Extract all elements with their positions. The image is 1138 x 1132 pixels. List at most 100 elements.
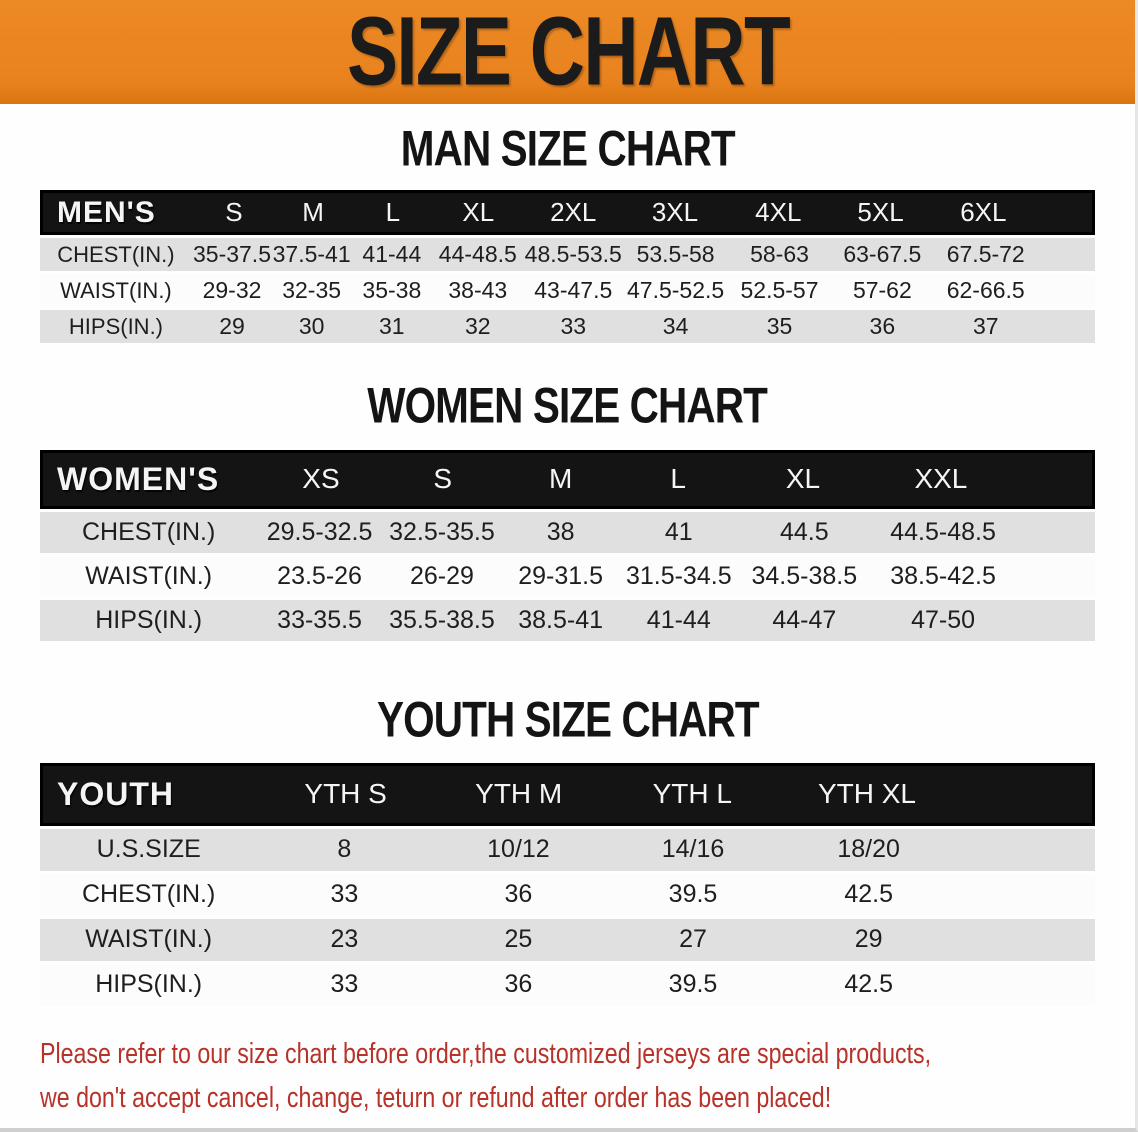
row-label: HIPS(IN.) bbox=[95, 605, 203, 634]
measurement-value: 25 bbox=[504, 925, 533, 954]
women-section-title: WOMEN SIZE CHART bbox=[0, 377, 1135, 434]
measurement-value: 37.5-41 bbox=[272, 241, 351, 268]
table-row: CHEST(IN.) 29.5-32.5 32.5-35.5 38 41 44.5 44.5… bbox=[40, 511, 1095, 553]
measurement-value: 26-29 bbox=[409, 561, 474, 590]
measurement-value: 33 bbox=[560, 313, 587, 340]
size-column-header: L bbox=[385, 197, 401, 228]
row-label: CHEST(IN.) bbox=[82, 517, 216, 546]
size-column-header: YTH M bbox=[475, 778, 563, 810]
measurement-value: 35.5-38.5 bbox=[389, 605, 495, 634]
measurement-value: 41-44 bbox=[646, 605, 711, 634]
measurement-value: 41 bbox=[664, 517, 693, 546]
disclaimer-line-2: we don't accept cancel, change, teturn o… bbox=[40, 1081, 832, 1114]
measurement-value: 34 bbox=[662, 313, 689, 340]
measurement-value: 32 bbox=[465, 313, 491, 340]
measurement-value: 43-47.5 bbox=[534, 277, 613, 304]
size-column-header: XL bbox=[462, 197, 495, 228]
row-label: U.S.SIZE bbox=[96, 835, 201, 864]
row-label: HIPS(IN.) bbox=[95, 970, 203, 999]
table-row: HIPS(IN.) 29 30 31 32 33 34 35 36 37 bbox=[40, 310, 1095, 344]
size-column-header: XXL bbox=[914, 463, 968, 495]
row-label: HIPS(IN.) bbox=[68, 313, 164, 339]
measurement-value: 57-62 bbox=[852, 277, 912, 304]
measurement-value: 33 bbox=[330, 970, 359, 999]
youth-section-title-text: YOUTH SIZE CHART bbox=[376, 690, 760, 747]
measurement-value: 33-35.5 bbox=[277, 605, 362, 634]
measurement-value: 58-63 bbox=[750, 241, 809, 268]
measurement-value: 34.5-38.5 bbox=[751, 561, 858, 590]
measurement-value: 29-31.5 bbox=[518, 561, 604, 590]
row-label: WAIST(IN.) bbox=[60, 277, 172, 303]
table-header-label: WOMEN'S bbox=[57, 460, 220, 497]
measurement-value: 38.5-41 bbox=[518, 605, 604, 634]
row-label: CHEST(IN.) bbox=[57, 241, 175, 267]
size-column-header: YTH L bbox=[652, 778, 732, 810]
table-row: WAIST(IN.) 23 25 27 29 bbox=[40, 918, 1095, 961]
table-header-label: MEN'S bbox=[57, 195, 156, 229]
table-row: WAIST(IN.) 29-32 32-35 35-38 38-43 43-47.5 47.… bbox=[40, 274, 1095, 308]
measurement-value: 62-66.5 bbox=[946, 277, 1025, 304]
measurement-value: 37 bbox=[972, 313, 999, 340]
measurement-value: 10/12 bbox=[487, 835, 550, 864]
measurement-value: 23 bbox=[330, 925, 359, 954]
measurement-value: 36 bbox=[504, 880, 533, 909]
measurement-value: 47.5-52.5 bbox=[626, 277, 725, 304]
measurement-value: 23.5-26 bbox=[277, 561, 362, 590]
youth-size-table: YOUTH YTH S YTH M YTH L YTH XL U.S.SIZE 8 10/12… bbox=[40, 762, 1095, 1006]
measurement-value: 39.5 bbox=[668, 880, 718, 909]
measurement-value: 18/20 bbox=[837, 835, 900, 864]
measurement-value: 35 bbox=[766, 313, 793, 340]
disclaimer-text: Please refer to our size chart before or… bbox=[40, 1032, 1135, 1120]
measurement-value: 38 bbox=[546, 517, 575, 546]
measurement-value: 41-44 bbox=[362, 241, 422, 268]
measurement-value: 38-43 bbox=[448, 277, 508, 304]
measurement-value: 29.5-32.5 bbox=[266, 517, 373, 546]
measurement-value: 44-47 bbox=[772, 605, 837, 634]
measurement-value: 31.5-34.5 bbox=[625, 561, 732, 590]
size-column-header: XS bbox=[302, 463, 340, 495]
measurement-value: 29 bbox=[219, 313, 245, 340]
row-label: CHEST(IN.) bbox=[82, 880, 216, 909]
measurement-value: 29 bbox=[854, 925, 883, 954]
table-row: U.S.SIZE 8 10/12 14/16 18/20 bbox=[40, 828, 1095, 871]
measurement-value: 44-48.5 bbox=[438, 241, 517, 268]
table-row: CHEST(IN.) 35-37.5 37.5-41 41-44 44-48.5 48.5… bbox=[40, 238, 1095, 272]
size-column-header: 6XL bbox=[960, 197, 1007, 228]
measurement-value: 63-67.5 bbox=[843, 241, 922, 268]
measurement-value: 48.5-53.5 bbox=[524, 241, 622, 268]
size-column-header: M bbox=[549, 463, 573, 495]
size-column-header: S bbox=[433, 463, 452, 495]
size-column-header: 5XL bbox=[857, 197, 904, 228]
measurement-value: 47-50 bbox=[911, 605, 976, 634]
size-column-header: 4XL bbox=[755, 197, 802, 228]
man-section-title: MAN SIZE CHART bbox=[0, 122, 1135, 174]
size-column-header: 3XL bbox=[651, 197, 699, 228]
banner: SIZE CHART bbox=[0, 0, 1135, 104]
men-size-table: MEN'S S M L XL 2XL 3XL 4XL 5XL 6XL CHEST(IN.) 35-37… bbox=[40, 190, 1095, 344]
size-column-header: YTH S bbox=[304, 778, 387, 810]
table-header-row: WOMEN'S XS S M L XL XXL bbox=[40, 449, 1095, 509]
women-section-title-text: WOMEN SIZE CHART bbox=[367, 377, 769, 434]
measurement-value: 14/16 bbox=[661, 835, 725, 864]
table-row: HIPS(IN.) 33-35.5 35.5-38.5 38.5-41 41-44 44-… bbox=[40, 599, 1095, 641]
measurement-value: 32-35 bbox=[282, 277, 342, 304]
measurement-value: 36 bbox=[504, 970, 533, 999]
table-header-row: YOUTH YTH S YTH M YTH L YTH XL bbox=[40, 762, 1095, 826]
size-column-header: YTH XL bbox=[817, 778, 916, 810]
measurement-value: 42.5 bbox=[844, 880, 893, 909]
measurement-value: 38.5-42.5 bbox=[890, 561, 996, 590]
measurement-value: 27 bbox=[679, 925, 707, 954]
measurement-value: 36 bbox=[869, 313, 896, 340]
table-header-label: YOUTH bbox=[57, 775, 174, 812]
youth-section-title: YOUTH SIZE CHART bbox=[0, 690, 1135, 747]
measurement-value: 52.5-57 bbox=[740, 277, 819, 304]
measurement-value: 8 bbox=[337, 835, 352, 864]
table-header-row: MEN'S S M L XL 2XL 3XL 4XL 5XL 6XL bbox=[40, 190, 1095, 236]
measurement-value: 53.5-58 bbox=[636, 241, 715, 268]
measurement-value: 44.5-48.5 bbox=[890, 517, 996, 546]
women-size-table: WOMEN'S XS S M L XL XXL CHEST(IN.) 29.5-32.5 32.5… bbox=[40, 449, 1095, 641]
measurement-value: 35-37.5 bbox=[192, 241, 271, 268]
size-column-header: XL bbox=[785, 463, 821, 495]
measurement-value: 39.5 bbox=[668, 970, 718, 999]
